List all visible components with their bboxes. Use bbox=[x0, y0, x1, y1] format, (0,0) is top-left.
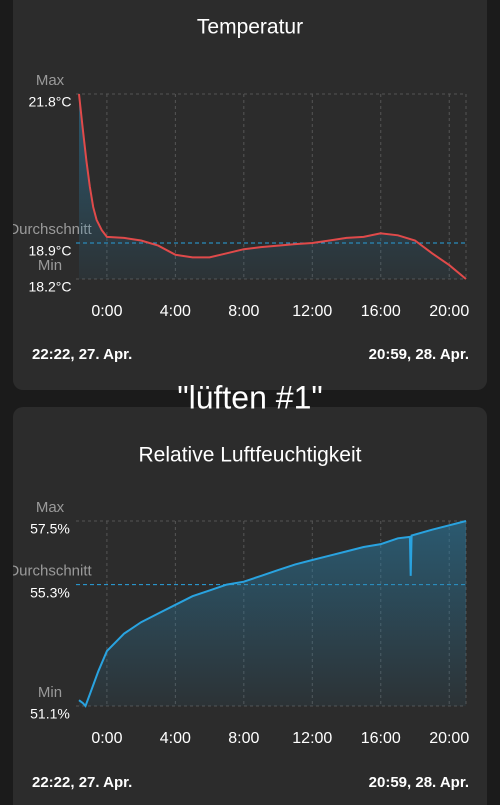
x-tick-label: 12:00 bbox=[292, 303, 332, 320]
y-tick-name: Durchschnitt bbox=[8, 563, 92, 580]
y-tick-name: Durchschnitt bbox=[8, 221, 92, 238]
start-date: 22:22, 27. Apr. bbox=[32, 346, 132, 363]
x-tick-label: 0:00 bbox=[91, 730, 122, 747]
y-tick-name: Max bbox=[36, 72, 65, 89]
line bbox=[78, 93, 467, 280]
x-tick-label: 4:00 bbox=[160, 303, 191, 320]
y-tick-label: 18.2°C bbox=[29, 279, 72, 295]
chart-title: Relative Luftfeuchtigkeit bbox=[139, 444, 362, 467]
chart: Relative Luftfeuchtigkeit 0:00 4:00 8:00 12:… bbox=[8, 444, 469, 791]
y-tick-label: 21.8°C bbox=[29, 94, 72, 110]
end-date: 20:59, 28. Apr. bbox=[369, 774, 469, 791]
x-tick-label: 20:00 bbox=[429, 730, 469, 747]
y-tick-name: Max bbox=[36, 499, 65, 516]
y-tick-name: Min bbox=[38, 684, 62, 701]
area bbox=[79, 94, 466, 279]
x-tick-label: 0:00 bbox=[91, 303, 122, 320]
start-date: 22:22, 27. Apr. bbox=[32, 774, 132, 791]
area bbox=[79, 521, 466, 706]
x-tick-label: 8:00 bbox=[228, 730, 259, 747]
caption: "lüften #1" bbox=[177, 379, 322, 415]
y-tick-label: 55.3% bbox=[30, 584, 70, 600]
x-tick-label: 16:00 bbox=[361, 730, 401, 747]
line bbox=[78, 520, 467, 708]
x-tick-label: 12:00 bbox=[292, 730, 332, 747]
x-tick-label: 16:00 bbox=[361, 303, 401, 320]
end-date: 20:59, 28. Apr. bbox=[369, 346, 469, 363]
y-tick-label: 18.9°C bbox=[29, 243, 72, 259]
x-tick-label: 8:00 bbox=[228, 303, 259, 320]
x-tick-label: 4:00 bbox=[160, 730, 191, 747]
y-tick-label: 51.1% bbox=[30, 706, 70, 722]
chart: Temperatur 0:00 4:00 8:00 12:00 16:00 20:00 Max… bbox=[8, 16, 469, 363]
card bbox=[13, 0, 487, 390]
chart-title: Temperatur bbox=[197, 16, 303, 39]
y-tick-label: 57.5% bbox=[30, 521, 70, 537]
x-tick-label: 20:00 bbox=[429, 303, 469, 320]
y-tick-name: Min bbox=[38, 257, 62, 274]
